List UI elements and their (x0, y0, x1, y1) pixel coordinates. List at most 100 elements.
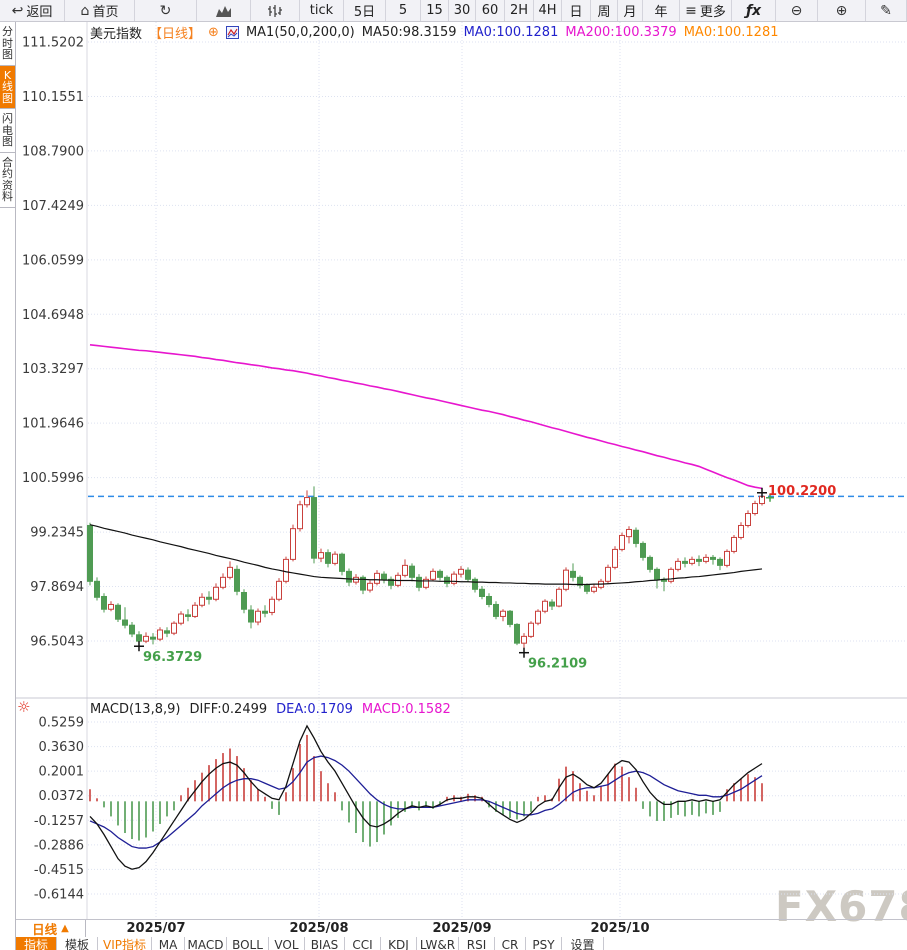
add-favorite-icon[interactable]: ⊕ (208, 25, 219, 40)
svg-text:-0.6144: -0.6144 (34, 887, 84, 902)
bottom-tab-boll[interactable]: BOLL (227, 937, 269, 950)
macd-diff-value: DIFF:0.2499 (189, 702, 268, 717)
svg-text:-0.4515: -0.4515 (34, 863, 84, 878)
period-tag: 【日线】 (149, 27, 202, 42)
svg-text:0.5259: 0.5259 (39, 716, 85, 731)
toolbar-home-button[interactable]: ⌂ 首页 (65, 0, 135, 21)
period-arrow-icon: ▲ (61, 923, 69, 934)
toolbar-draw-button[interactable]: ✎ (866, 0, 907, 21)
toolbar-label: 日 (569, 5, 583, 20)
toolbar-period-year-button[interactable]: 年 (643, 0, 680, 21)
macd-value: MACD:0.1582 (361, 702, 451, 717)
toolbar-period-15-button[interactable]: 15 (421, 0, 449, 21)
svg-text:96.2109: 96.2109 (528, 657, 587, 672)
toolbar-period-2h-button[interactable]: 2H (505, 0, 534, 21)
svg-text:107.4249: 107.4249 (22, 199, 84, 214)
bottom-tab-indicator[interactable]: 指标 (16, 937, 57, 950)
toolbar-period-month-button[interactable]: 月 (618, 0, 643, 21)
toolbar-more-button[interactable]: ≡ 更多 (680, 0, 732, 21)
svg-text:106.0599: 106.0599 (22, 253, 84, 268)
svg-text:0.0372: 0.0372 (39, 789, 85, 804)
toolbar-label: 首页 (92, 5, 119, 20)
toolbar-candle-chart-button[interactable] (251, 0, 300, 21)
bottom-tab-vol[interactable]: VOL (269, 937, 305, 950)
svg-text:108.7900: 108.7900 (22, 144, 84, 159)
toolbar-label: ƒx (745, 2, 762, 19)
xaxis-row: 日线 ▲ 2025/07 2025/08 2025/09 2025/10 (16, 919, 907, 938)
toolbar-label: 5 (398, 3, 408, 18)
sidebar-tab-lightning-chart[interactable]: 闪电图 (0, 109, 15, 153)
toolbar-label: 4H (538, 3, 557, 18)
sidebar-tab-contract-info[interactable]: 合约资料 (0, 153, 15, 208)
svg-text:99.2345: 99.2345 (30, 526, 84, 541)
more-icon: ≡ (685, 2, 697, 19)
x-axis-label: 2025/08 (289, 921, 349, 936)
bottom-tab-macd[interactable]: MACD (185, 937, 227, 950)
toolbar-period-5-button[interactable]: 5 (386, 0, 421, 21)
svg-text:103.3297: 103.3297 (22, 362, 84, 377)
bottom-tab-lwr[interactable]: LW&R (417, 937, 459, 950)
svg-text:0.3630: 0.3630 (39, 740, 85, 755)
symbol-name: 美元指数 (90, 27, 143, 42)
toolbar-zoom-in-button[interactable]: ⊕ (818, 0, 866, 21)
bottom-tab-settings[interactable]: 设置 (562, 937, 604, 950)
refresh-icon: ↻ (159, 2, 172, 19)
toolbar-label: 周 (597, 5, 611, 20)
toolbar-label: 更多 (699, 5, 726, 20)
toolbar-label: tick (309, 3, 334, 18)
mini-chart-icon (225, 26, 239, 39)
svg-text:101.9646: 101.9646 (22, 417, 84, 432)
svg-text:110.1551: 110.1551 (22, 90, 84, 105)
toolbar-label: 返回 (26, 5, 53, 20)
toolbar-label: 60 (481, 3, 499, 18)
toolbar-period-day-button[interactable]: 日 (562, 0, 591, 21)
svg-text:100.5996: 100.5996 (22, 471, 84, 486)
toolbar-label: 30 (453, 3, 471, 18)
ma0-value-blue: MA0:100.1281 (463, 25, 559, 40)
sidebar-tab-time-chart[interactable]: 分时图 (0, 22, 15, 66)
toolbar-back-button[interactable]: ↩ 返回 (0, 0, 65, 21)
toolbar-period-5d-button[interactable]: 5日 (344, 0, 386, 21)
svg-text:96.5043: 96.5043 (30, 634, 84, 649)
svg-text:96.3729: 96.3729 (143, 650, 202, 665)
bottom-tab-cci[interactable]: CCI (345, 937, 381, 950)
bottom-tab-ma[interactable]: MA (152, 937, 185, 950)
ma0-value-orange: MA0:100.1281 (683, 25, 779, 40)
period-text: 日线 (32, 922, 58, 937)
toolbar-fx-button[interactable]: ƒx (732, 0, 776, 21)
svg-text:97.8694: 97.8694 (30, 580, 84, 595)
toolbar-refresh-button[interactable]: ↻ (135, 0, 197, 21)
zoom-out-icon: ⊖ (790, 2, 803, 19)
toolbar-label: 15 (426, 3, 443, 18)
current-period-selector[interactable]: 日线 ▲ (16, 920, 86, 937)
toolbar-period-30-button[interactable]: 30 (449, 0, 476, 21)
ma-params: MA1(50,0,200,0) (245, 25, 355, 40)
bottom-tab-bias[interactable]: BIAS (305, 937, 345, 950)
macd-dea-value: DEA:0.1709 (276, 702, 353, 717)
toolbar-tick-button[interactable]: tick (300, 0, 344, 21)
draw-icon: ✎ (880, 2, 892, 19)
toolbar-period-4h-button[interactable]: 4H (534, 0, 562, 21)
indicator-settings-icon[interactable]: ☼ (17, 698, 31, 716)
svg-text:-0.1257: -0.1257 (34, 814, 84, 829)
ma50-value: MA50:98.3159 (361, 25, 457, 40)
candle-chart-icon (268, 4, 282, 17)
bottom-tab-cr[interactable]: CR (495, 937, 526, 950)
bottom-tab-kdj[interactable]: KDJ (381, 937, 417, 950)
back-icon: ↩ (11, 2, 24, 19)
toolbar-trend-chart-button[interactable] (197, 0, 251, 21)
trend-chart-icon (216, 5, 231, 17)
main-chart-header: 美元指数 【日线】 ⊕ MA1(50,0,200,0) MA50:98.3159… (90, 23, 779, 42)
x-axis-label: 2025/07 (126, 921, 186, 936)
bottom-tab-template[interactable]: 模板 (57, 937, 98, 950)
bottom-tab-rsi[interactable]: RSI (459, 937, 495, 950)
toolbar-period-week-button[interactable]: 周 (591, 0, 618, 21)
toolbar-period-60-button[interactable]: 60 (476, 0, 505, 21)
bottom-tab-vip[interactable]: VIP指标 (98, 937, 152, 950)
bottom-tab-psy[interactable]: PSY (526, 937, 562, 950)
x-axis-label: 2025/09 (432, 921, 492, 936)
toolbar-zoom-out-button[interactable]: ⊖ (776, 0, 818, 21)
